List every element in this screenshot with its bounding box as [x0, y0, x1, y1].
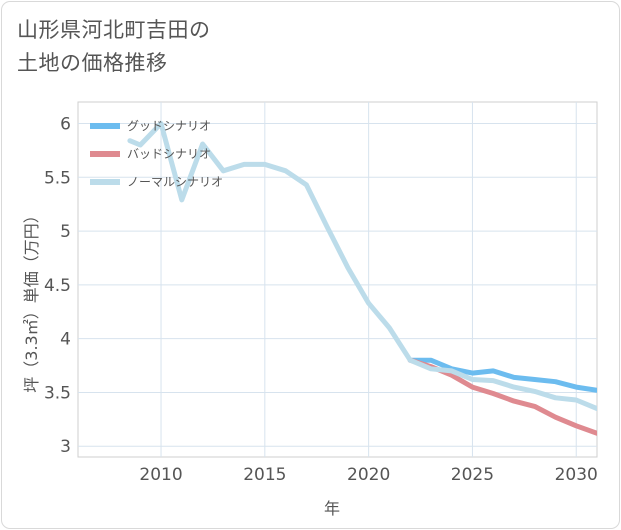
y-tick-label: 3 [60, 437, 71, 457]
x-tick-label: 2025 [451, 465, 494, 485]
y-tick-label: 5.5 [44, 168, 71, 188]
chart-series [127, 121, 597, 436]
page-title: 山形県河北町吉田の 土地の価格推移 [17, 14, 211, 80]
x-axis-title: 年 [324, 499, 340, 518]
legend-label: ノーマルシナリオ [127, 175, 223, 189]
series-line-0 [407, 357, 597, 393]
legend-label: グッドシナリオ [127, 119, 211, 133]
y-tick-label: 5 [60, 222, 71, 242]
x-tick-label: 2030 [555, 465, 598, 485]
x-tick-label: 2010 [139, 465, 182, 485]
chart-grid [77, 101, 598, 458]
y-tick-label: 6 [60, 115, 71, 135]
series-line-2 [127, 121, 597, 412]
title-line-1: 山形県河北町吉田の [17, 18, 211, 42]
axis-ticks: 2010 2015 2020 2025 2030 3 3.5 4 4.5 5 5.5 6 [44, 115, 598, 485]
legend-label: バッドシナリオ [127, 147, 211, 161]
y-tick-label: 4 [60, 330, 71, 350]
y-tick-label: 3.5 [44, 383, 71, 403]
plot-frame [77, 101, 598, 458]
title-line-2: 土地の価格推移 [17, 51, 168, 75]
y-tick-label: 4.5 [44, 276, 71, 296]
x-tick-label: 2020 [347, 465, 390, 485]
x-tick-label: 2015 [243, 465, 286, 485]
y-axis-title: 坪（3.3㎡）単価（万円） [22, 207, 41, 392]
